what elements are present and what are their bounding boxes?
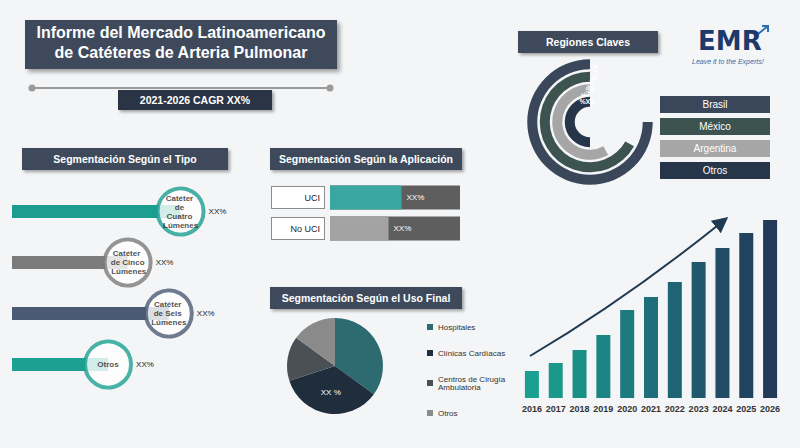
svg-text:2020: 2020 — [617, 404, 637, 414]
svg-text:XX%: XX% — [579, 86, 597, 100]
svg-text:XX%: XX% — [407, 193, 425, 202]
svg-text:Cuatro: Cuatro — [167, 212, 195, 221]
html-text:Leave it to the Experts!: Leave it to the Experts! — [692, 58, 764, 65]
svg-text:Catéter: Catéter — [166, 194, 196, 203]
html-text:Segmentación Según el Tipo: Segmentación Según el Tipo — [53, 153, 197, 165]
svg-text:XX%: XX% — [197, 309, 215, 318]
svg-text:2026: 2026 — [760, 404, 780, 414]
svg-text:Hospitales: Hospitales — [438, 323, 475, 332]
svg-text:XX%: XX% — [584, 75, 599, 92]
svg-text:2018: 2018 — [570, 404, 590, 414]
html-text:México: México — [699, 121, 731, 132]
svg-text:XX%: XX% — [156, 258, 174, 267]
svg-text:2017: 2017 — [546, 404, 566, 414]
svg-text:Otros: Otros — [438, 409, 458, 418]
html-text:Otros: Otros — [702, 165, 728, 176]
svg-text:Clínicas Cardíacas: Clínicas Cardíacas — [438, 349, 505, 358]
svg-text:2019: 2019 — [593, 404, 613, 414]
svg-text:Ambulatoria: Ambulatoria — [438, 383, 481, 392]
svg-text:XX%: XX% — [394, 224, 412, 233]
svg-text:XX%: XX% — [136, 360, 154, 369]
html-text:Brasil: Brasil — [702, 99, 728, 110]
svg-text:XX %: XX % — [321, 388, 341, 397]
html-text:2021-2026 CAGR XX%: 2021-2026 CAGR XX% — [139, 94, 251, 106]
svg-text:2016: 2016 — [522, 404, 542, 414]
html-text:Segmentación Según la Aplicaci: Segmentación Según la Aplicación — [279, 153, 453, 165]
html-text:Regiones Claves: Regiones Claves — [546, 36, 630, 48]
html-text:Segmentación Según el Uso Fina: Segmentación Según el Uso Final — [281, 292, 451, 304]
html-text:EMR: EMR — [698, 26, 762, 56]
svg-text:XX%: XX% — [591, 64, 599, 80]
svg-text:de: de — [175, 203, 187, 212]
svg-text:2023: 2023 — [689, 404, 709, 414]
svg-text:XX%: XX% — [209, 207, 227, 216]
svg-text:Lúmenes: Lúmenes — [109, 267, 147, 276]
svg-text:No UCI: No UCI — [290, 224, 320, 234]
svg-text:2025: 2025 — [736, 404, 756, 414]
svg-text:2021: 2021 — [641, 404, 661, 414]
svg-text:Centros de Cirugía: Centros de Cirugía — [438, 374, 508, 384]
svg-text:2024: 2024 — [712, 404, 732, 414]
svg-text:Lúmenes: Lúmenes — [163, 221, 199, 230]
svg-text:Lúmenes: Lúmenes — [151, 318, 187, 327]
svg-text:Otros: Otros — [97, 360, 119, 369]
html-text:Informe del Mercado Latinoamer: Informe del Mercado Latinoamericano — [36, 24, 326, 41]
svg-text:Catéter: Catéter — [113, 249, 143, 258]
svg-text:UCI: UCI — [305, 193, 321, 203]
svg-text:de Seis: de Seis — [154, 309, 184, 318]
svg-text:XX%: XX% — [579, 98, 595, 105]
html-text:de Catéteres de Arteria Pulmon: de Catéteres de Arteria Pulmonar — [54, 44, 308, 61]
html-text:Argentina: Argentina — [693, 143, 737, 154]
svg-text:2022: 2022 — [665, 404, 685, 414]
svg-text:de Cinco: de Cinco — [111, 258, 145, 267]
svg-text:Catéter: Catéter — [154, 300, 184, 309]
